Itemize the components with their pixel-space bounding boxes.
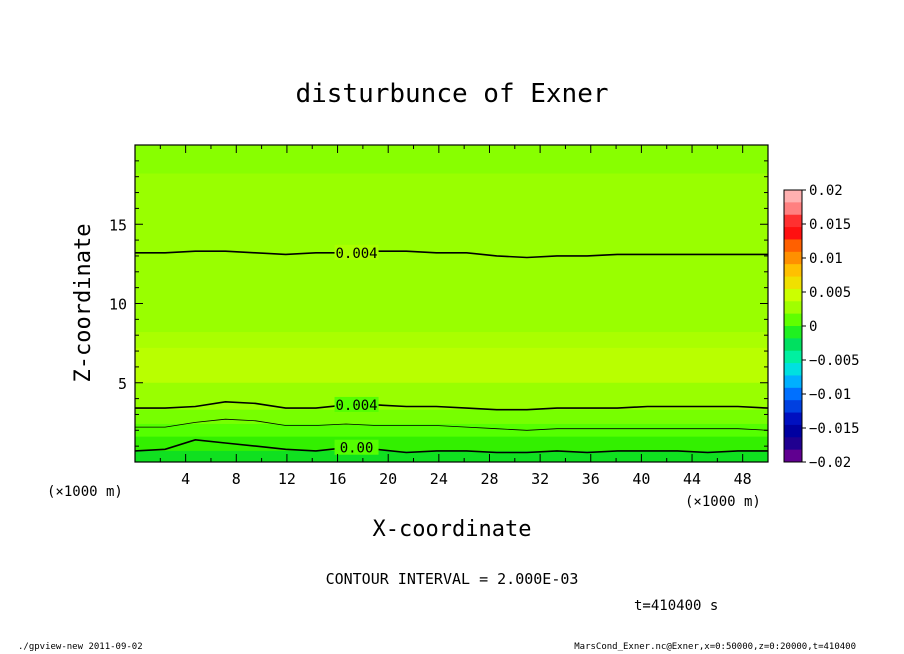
x-unit-left: (×1000 m) <box>47 484 123 500</box>
colorbar-tick-label-8: −0.02 <box>809 455 851 471</box>
fill-band-8 <box>135 450 768 462</box>
colorbar-band-11 <box>784 326 802 339</box>
colorbar-tick-label-5: −0.005 <box>809 353 860 369</box>
colorbar-band-19 <box>784 424 802 438</box>
colorbar-band-1 <box>784 202 802 216</box>
contour-line-0 <box>135 250 768 259</box>
colorbar-tick-label-6: −0.01 <box>809 387 851 403</box>
chart-title: disturbunce of Exner <box>295 79 608 109</box>
x-tick-label-3: 16 <box>329 470 347 488</box>
contour-line-3 <box>134 438 768 454</box>
colorbar-band-9 <box>784 301 802 315</box>
contour-label-bg-1 <box>334 396 379 412</box>
x-tick-label-6: 28 <box>480 470 498 488</box>
x-tick-label-5: 24 <box>430 470 448 488</box>
contour-label-0: 0.004 <box>335 246 377 262</box>
contour-label-1: 0.004 <box>335 398 377 414</box>
x-tick-label-9: 40 <box>632 470 650 488</box>
x-tick-label-11: 48 <box>734 470 752 488</box>
colorbar-band-2 <box>784 214 802 228</box>
y-tick-label-0: 5 <box>118 375 127 393</box>
colorbar-band-14 <box>784 363 802 376</box>
footer-left: ./gpview-new 2011-09-02 <box>18 642 143 652</box>
colorbar-band-7 <box>784 276 802 290</box>
colorbar-tick-label-1: 0.015 <box>809 217 851 233</box>
x-tick-label-2: 12 <box>278 470 296 488</box>
contour-line-1 <box>135 400 769 411</box>
x-tick-label-10: 44 <box>683 470 701 488</box>
colorbar-band-13 <box>784 350 802 364</box>
colorbar-band-20 <box>784 437 802 451</box>
colorbar-band-21 <box>784 449 802 463</box>
contour-label-bg-0 <box>334 244 379 260</box>
colorbar-band-0 <box>784 190 802 203</box>
colorbar-tick-label-4: 0 <box>809 319 817 335</box>
y-tick-label-2: 15 <box>109 216 127 234</box>
x-unit-right: (×1000 m) <box>685 494 761 510</box>
colorbar: 0.02 0.015 0.01 0.005 0 −0.005 −0.01 −0.015 −0.0… <box>783 183 860 471</box>
x-tick-label-4: 20 <box>379 470 397 488</box>
plot-area <box>135 145 768 462</box>
colorbar-tick-label-0: 0.02 <box>809 183 843 199</box>
colorbar-band-10 <box>784 313 802 327</box>
x-tick-label-8: 36 <box>582 470 600 488</box>
y-axis-label: Z-coordinate <box>71 224 96 383</box>
contour-label-3: 0.00 <box>340 441 374 457</box>
colorbar-band-8 <box>784 288 802 302</box>
colorbar-band-15 <box>784 375 802 389</box>
colorbar-band-5 <box>784 251 802 265</box>
contour-label-bg-3 <box>334 439 379 455</box>
x-axis-label: X-coordinate <box>373 517 532 542</box>
colorbar-band-12 <box>784 338 802 352</box>
colorbar-band-17 <box>784 400 802 414</box>
colorbar-tick-label-7: −0.015 <box>809 421 860 437</box>
x-tick-label-1: 8 <box>232 470 241 488</box>
time-label: t=410400 s <box>634 598 718 614</box>
contour-interval-label: CONTOUR INTERVAL = 2.000E-03 <box>326 570 579 588</box>
colorbar-band-16 <box>784 387 802 401</box>
colorbar-tick-label-3: 0.005 <box>809 285 851 301</box>
colorbar-band-3 <box>784 227 802 240</box>
x-tick-label-0: 4 <box>181 470 190 488</box>
footer-right: MarsCond_Exner.nc@Exner,x=0:50000,z=0:20… <box>574 642 856 652</box>
colorbar-band-4 <box>784 239 802 253</box>
y-tick-label-1: 10 <box>109 296 127 314</box>
x-tick-label-7: 32 <box>531 470 549 488</box>
colorbar-band-18 <box>784 412 802 426</box>
contour-line-2 <box>135 418 769 431</box>
colorbar-band-6 <box>784 264 802 278</box>
colorbar-tick-label-2: 0.01 <box>809 251 843 267</box>
contour-lines: 0.004 0.004 0.00 <box>134 244 769 457</box>
